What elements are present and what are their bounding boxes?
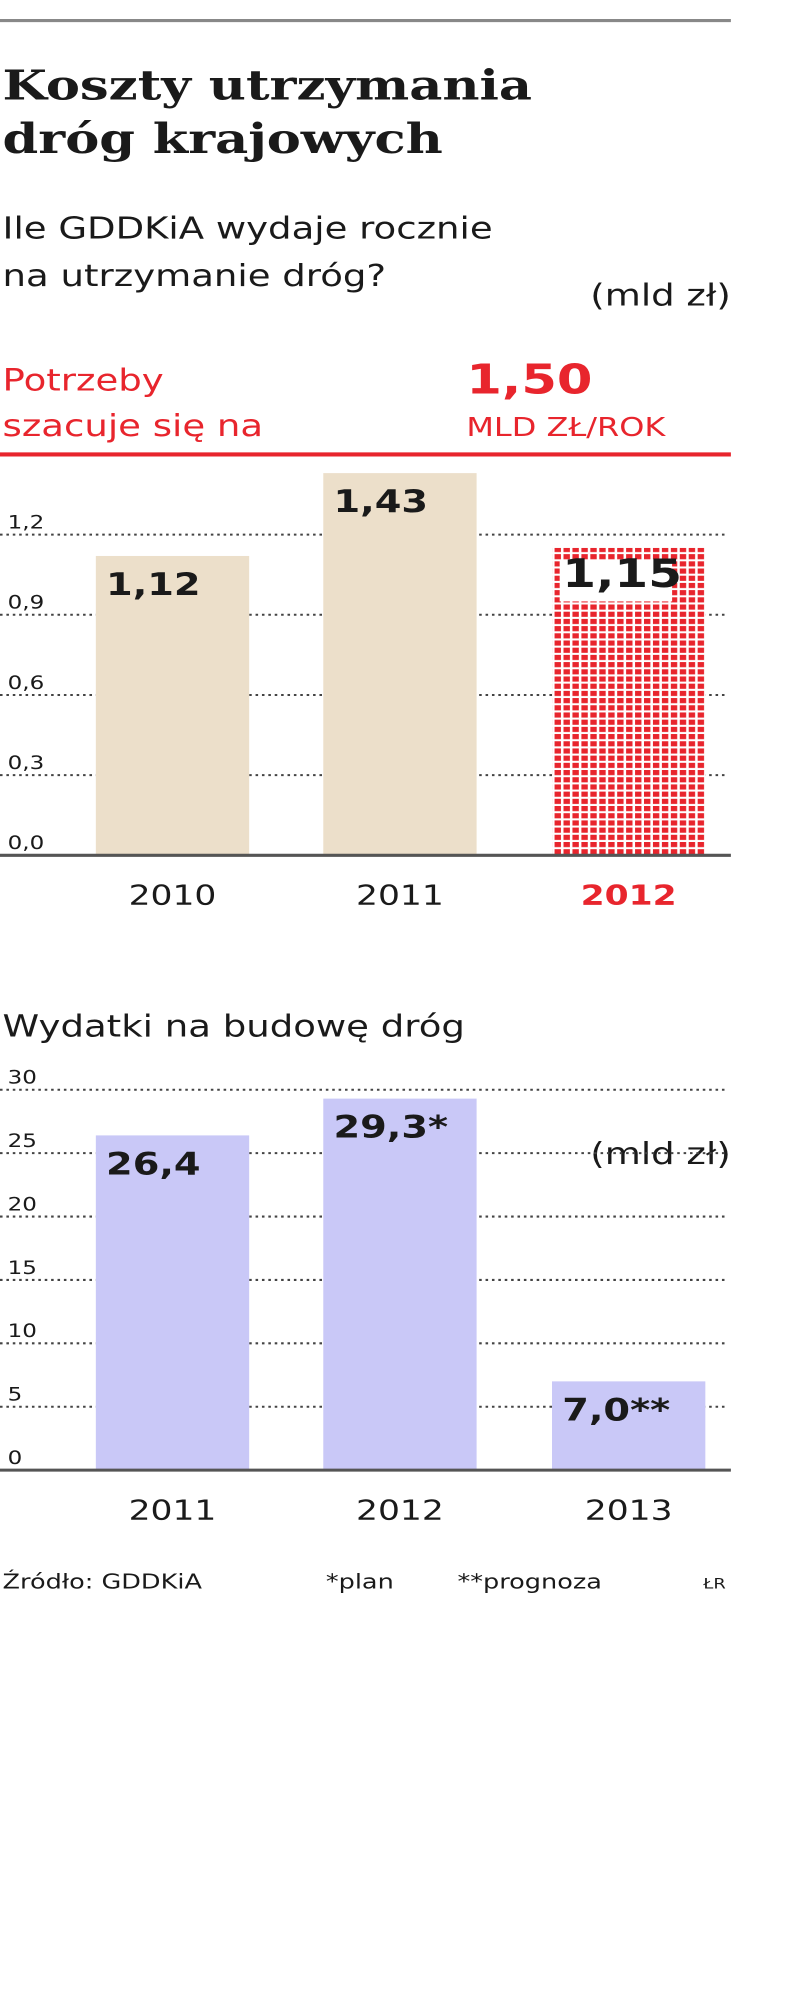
x-tick-label: 2011 (356, 880, 444, 912)
subtitle-line: na utrzymanie dróg? (3, 258, 387, 293)
y-tick-label: 0,0 (8, 832, 45, 853)
y-tick-label: 0,3 (8, 752, 45, 773)
x-tick-label: 2012 (581, 880, 677, 912)
y-tick-label: 5 (8, 1384, 23, 1405)
reference-text: Potrzeby (3, 363, 164, 398)
footnote: **prognoza (457, 1570, 601, 1594)
y-tick-label: 20 (8, 1194, 37, 1215)
x-tick-label: 2012 (356, 1495, 444, 1527)
y-tick-label: 0,6 (8, 672, 45, 693)
reference-value: 1,50 (466, 356, 592, 404)
bar (323, 473, 477, 856)
y-tick-label: 0 (8, 1447, 23, 1468)
subtitle-line: Wydatki na budowę dróg (3, 1009, 465, 1044)
author: ŁR (702, 1575, 726, 1592)
subtitle-line: Ile GDDKiA wydaje rocznie (3, 211, 493, 246)
value-label: 1,43 (334, 485, 429, 520)
unit: (mld zł) (590, 278, 731, 313)
x-tick-label: 2011 (129, 1495, 217, 1527)
title-line: dróg krajowych (3, 114, 443, 163)
reference-text: szacuje się na (3, 408, 264, 443)
y-tick-label: 0,9 (8, 592, 45, 613)
value-label: 26,4 (106, 1147, 201, 1182)
value-label: 7,0** (562, 1393, 670, 1428)
footnote: *plan (326, 1570, 394, 1594)
bar (552, 1381, 706, 1471)
y-tick-label: 25 (8, 1130, 37, 1151)
label-backdrop (559, 560, 673, 602)
value-label: 1,15 (562, 552, 682, 597)
source: Źródło: GDDKiA (3, 1569, 203, 1594)
x-tick-label: 2013 (585, 1495, 673, 1527)
value-label: 29,3* (334, 1110, 449, 1145)
value-label: 1,12 (106, 568, 201, 603)
bar (95, 555, 250, 856)
reference-unit: MLD ZŁ/ROK (466, 412, 666, 442)
y-tick-label: 30 (8, 1067, 37, 1088)
y-tick-label: 1,2 (8, 512, 45, 533)
bar (95, 1135, 250, 1471)
y-tick-label: 10 (8, 1320, 37, 1341)
bar (323, 1098, 477, 1471)
y-tick-label: 15 (8, 1257, 37, 1278)
x-tick-label: 2010 (129, 880, 217, 912)
title-line: Koszty utrzymania (3, 61, 532, 110)
